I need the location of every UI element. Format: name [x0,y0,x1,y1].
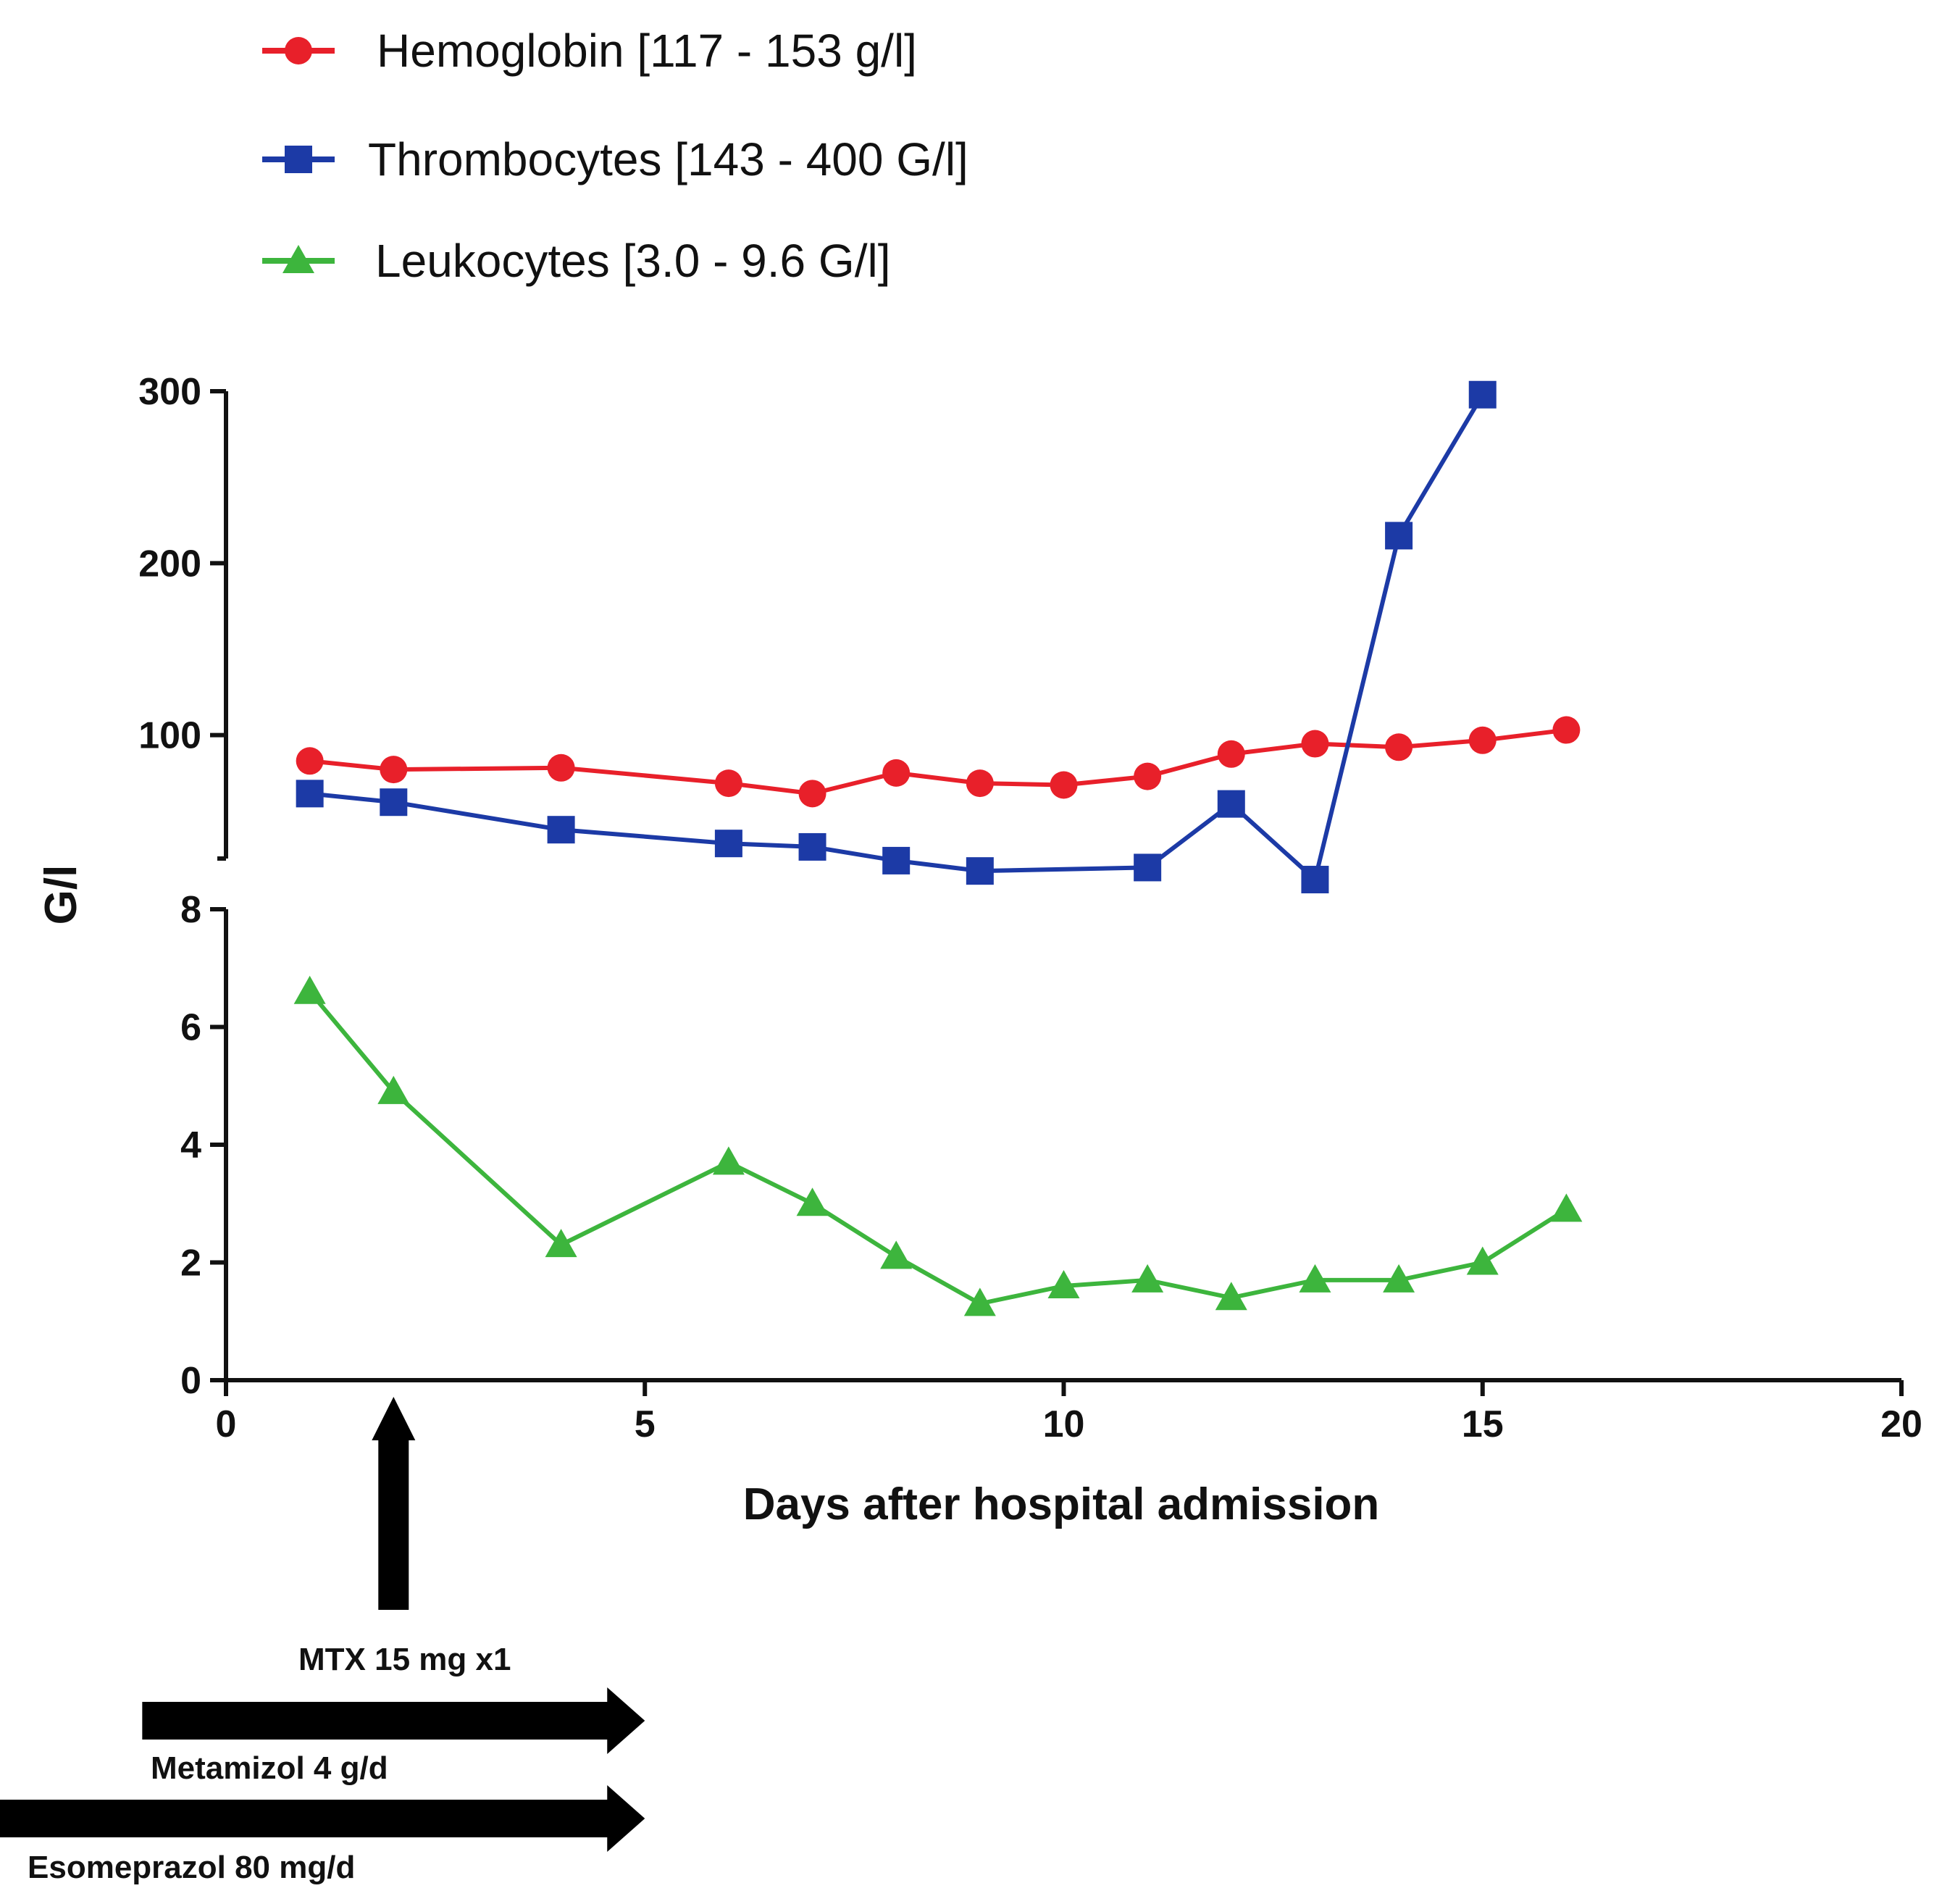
point-thrombocytes-day-2 [380,788,408,817]
lower-y-tick-label-2: 2 [180,1243,201,1285]
arrow-esomeprazol-80-mg-d [0,1785,645,1852]
series-leukocytes [293,975,1583,1316]
legend-marker-thrombocytes [285,146,312,173]
series-thrombocytes [296,380,1497,894]
point-thrombocytes-day-6 [714,830,742,858]
point-hemoglobin-day-1 [296,747,324,775]
point-hemoglobin-day-8 [882,759,911,787]
x-tick-label-10: 10 [1043,1403,1085,1445]
arrow-metamizol-4-g-d [142,1687,645,1754]
x-tick-label-15: 15 [1462,1403,1504,1445]
lower-y-tick-label-4: 4 [180,1124,201,1166]
point-hemoglobin-day-2 [380,756,408,784]
annotation-label-esomeprazol-80-mg-d: Esomeprazol 80 mg/d [28,1850,355,1885]
line-thrombocytes [309,393,1485,882]
point-leukocytes-day-11 [1131,1264,1164,1293]
point-hemoglobin-day-11 [1134,762,1162,790]
point-thrombocytes-day-7 [798,832,826,861]
legend: Hemoglobin [117 - 153 g/l] Thrombocytes [… [262,25,968,287]
x-tick-label-20: 20 [1880,1403,1922,1445]
point-thrombocytes-day-11 [1134,853,1162,882]
line-leukocytes [308,990,1568,1306]
annotation-mtx-15-mg-x1: MTX 15 mg x1 [298,1397,511,1677]
point-thrombocytes-day-14 [1385,522,1413,550]
point-leukocytes-day-1 [293,975,326,1004]
point-leukocytes-day-9 [963,1287,996,1316]
axes: 100 200 300 0 2 4 6 8 0 5 10 15 20 Days after hospita… [36,371,1922,1529]
legend-marker-leukocytes [282,245,314,273]
annotation-label-metamizol-4-g-d: Metamizol 4 g/d [151,1750,388,1786]
point-thrombocytes-day-12 [1217,790,1245,818]
point-hemoglobin-day-7 [798,780,826,808]
point-thrombocytes-day-9 [966,857,994,885]
point-hemoglobin-day-12 [1217,740,1245,768]
point-leukocytes-day-10 [1047,1270,1080,1298]
point-leukocytes-day-14 [1383,1264,1415,1293]
line-hemoglobin [309,727,1567,796]
point-thrombocytes-day-13 [1301,866,1329,894]
point-leukocytes-day-6 [712,1146,745,1175]
arrow-shaft-mtx-15-mg-x1 [378,1439,409,1610]
annotation-metamizol-4-g-d: Metamizol 4 g/d [142,1687,645,1786]
point-leukocytes-day-8 [880,1240,913,1269]
point-hemoglobin-day-4 [547,753,575,782]
upper-y-tick-label-200: 200 [138,543,201,585]
point-hemoglobin-day-13 [1301,730,1329,758]
upper-y-tick-label-300: 300 [138,371,201,413]
point-hemoglobin-day-16 [1552,716,1581,744]
point-thrombocytes-day-15 [1468,380,1497,409]
point-thrombocytes-day-1 [296,780,324,808]
point-leukocytes-day-13 [1299,1264,1331,1293]
series-layer [293,380,1583,1316]
x-axis-title: Days after hospital admission [743,1479,1380,1529]
point-hemoglobin-day-6 [714,769,742,798]
annotation-label-mtx-15-mg-x1: MTX 15 mg x1 [298,1642,511,1677]
point-hemoglobin-day-10 [1050,771,1078,799]
point-thrombocytes-day-4 [547,816,575,844]
point-hemoglobin-day-15 [1468,726,1497,754]
point-hemoglobin-day-14 [1385,733,1413,761]
annotation-esomeprazol-80-mg-d: Esomeprazol 80 mg/d [0,1785,645,1885]
x-tick-label-5: 5 [635,1403,656,1445]
point-leukocytes-day-16 [1550,1193,1583,1222]
point-leukocytes-day-12 [1215,1282,1247,1311]
legend-label-thrombocytes: Thrombocytes [143 - 400 G/l] [368,133,968,185]
lower-y-tick-label-8: 8 [180,889,201,931]
lower-y-tick-label-6: 6 [180,1007,201,1049]
point-leukocytes-day-4 [545,1229,577,1258]
point-leukocytes-day-2 [377,1075,410,1104]
series-hemoglobin [296,716,1581,808]
legend-label-leukocytes: Leukocytes [3.0 - 9.6 G/l] [375,235,890,287]
point-leukocytes-day-15 [1466,1246,1499,1275]
point-leukocytes-day-7 [796,1187,829,1216]
upper-y-tick-label-100: 100 [138,715,201,757]
legend-marker-hemoglobin [285,37,312,64]
lower-y-tick-label-0: 0 [180,1360,201,1402]
y-axis-title: G/l [36,865,86,925]
point-hemoglobin-day-9 [966,769,994,798]
point-thrombocytes-day-8 [882,846,911,874]
drug-annotations: MTX 15 mg x1 Metamizol 4 g/d Esomeprazol 8… [0,1397,645,1885]
x-tick-label-0: 0 [216,1403,237,1445]
arrow-head-mtx-15-mg-x1 [372,1397,416,1440]
legend-label-hemoglobin: Hemoglobin [117 - 153 g/l] [377,25,917,77]
